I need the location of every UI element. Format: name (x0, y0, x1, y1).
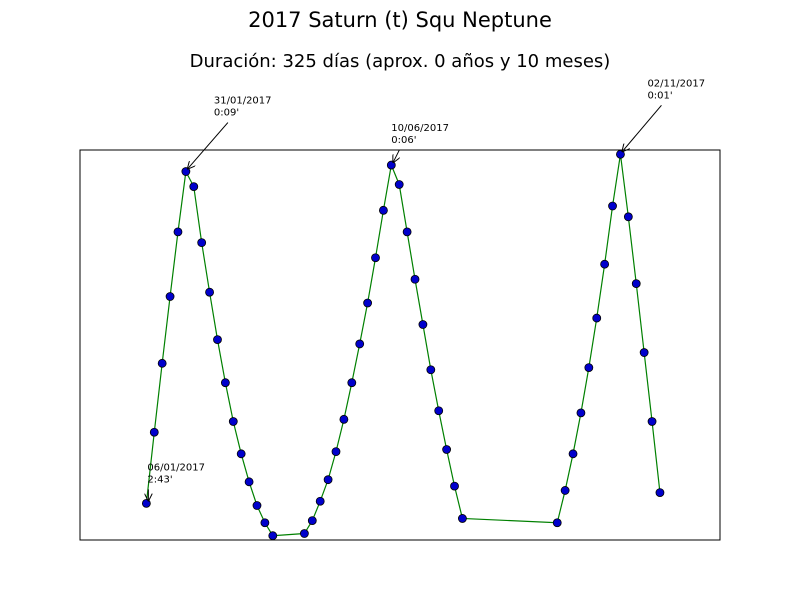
data-point (379, 205, 388, 215)
data-point (608, 201, 617, 211)
data-point (268, 531, 278, 541)
data-point (181, 167, 191, 176)
data-point (252, 501, 262, 510)
data-point (458, 514, 467, 523)
data-point (205, 287, 214, 297)
data-point (631, 279, 641, 288)
data-point (157, 358, 167, 368)
data-point (331, 447, 341, 457)
data-point (197, 238, 207, 248)
data-point (434, 406, 444, 416)
data-point (339, 414, 349, 424)
data-point (402, 227, 412, 237)
data-point (371, 253, 380, 263)
data-point (363, 298, 373, 308)
data-point (552, 518, 562, 528)
data-point (228, 417, 238, 426)
data-point (592, 313, 602, 323)
data-point (410, 274, 420, 284)
data-point (386, 160, 396, 170)
data-point (568, 449, 578, 459)
annotation-orb: 0:01' (647, 90, 672, 101)
chart-title: 2017 Saturn (t) Squ Neptune (248, 8, 552, 32)
data-point (315, 496, 325, 506)
data-point (576, 408, 586, 418)
annotation-arrow (393, 149, 399, 162)
data-point (213, 335, 222, 345)
data-point (347, 378, 357, 388)
data-point (236, 449, 246, 459)
data-point (299, 529, 309, 538)
chart-subtitle: Duración: 325 días (aprox. 0 años y 10 m… (190, 51, 611, 72)
data-point (418, 320, 428, 329)
annotation-arrow (622, 104, 662, 151)
data-point (560, 486, 570, 495)
data-point (623, 212, 633, 222)
data-point (394, 180, 404, 189)
annotation-date: 31/01/2017 (214, 96, 272, 107)
data-point (584, 363, 594, 373)
data-point (220, 378, 230, 388)
data-point (655, 488, 665, 497)
data-point (647, 417, 657, 426)
data-point (307, 516, 317, 526)
data-point (616, 149, 625, 159)
annotation-date: 02/11/2017 (647, 78, 705, 89)
data-point (450, 481, 459, 491)
data-point (260, 518, 270, 528)
annotation-orb: 2:43' (147, 474, 172, 485)
annotation-date: 10/06/2017 (391, 123, 449, 134)
data-point (355, 339, 365, 349)
data-point (442, 445, 452, 454)
data-point (189, 182, 199, 192)
data-point (244, 477, 254, 487)
data-point (165, 292, 175, 301)
annotation-orb: 0:09' (214, 108, 239, 119)
annotation-arrow (188, 122, 229, 169)
plot-frame (79, 149, 721, 541)
series-line (145, 154, 661, 537)
data-point (141, 498, 151, 508)
data-point (173, 227, 183, 237)
annotation-date: 06/01/2017 (147, 462, 205, 473)
data-point (149, 427, 159, 437)
data-point (639, 348, 649, 357)
annotation-orb: 0:06' (391, 135, 416, 146)
data-point (426, 365, 436, 375)
data-point (600, 259, 610, 269)
data-point (323, 475, 333, 485)
